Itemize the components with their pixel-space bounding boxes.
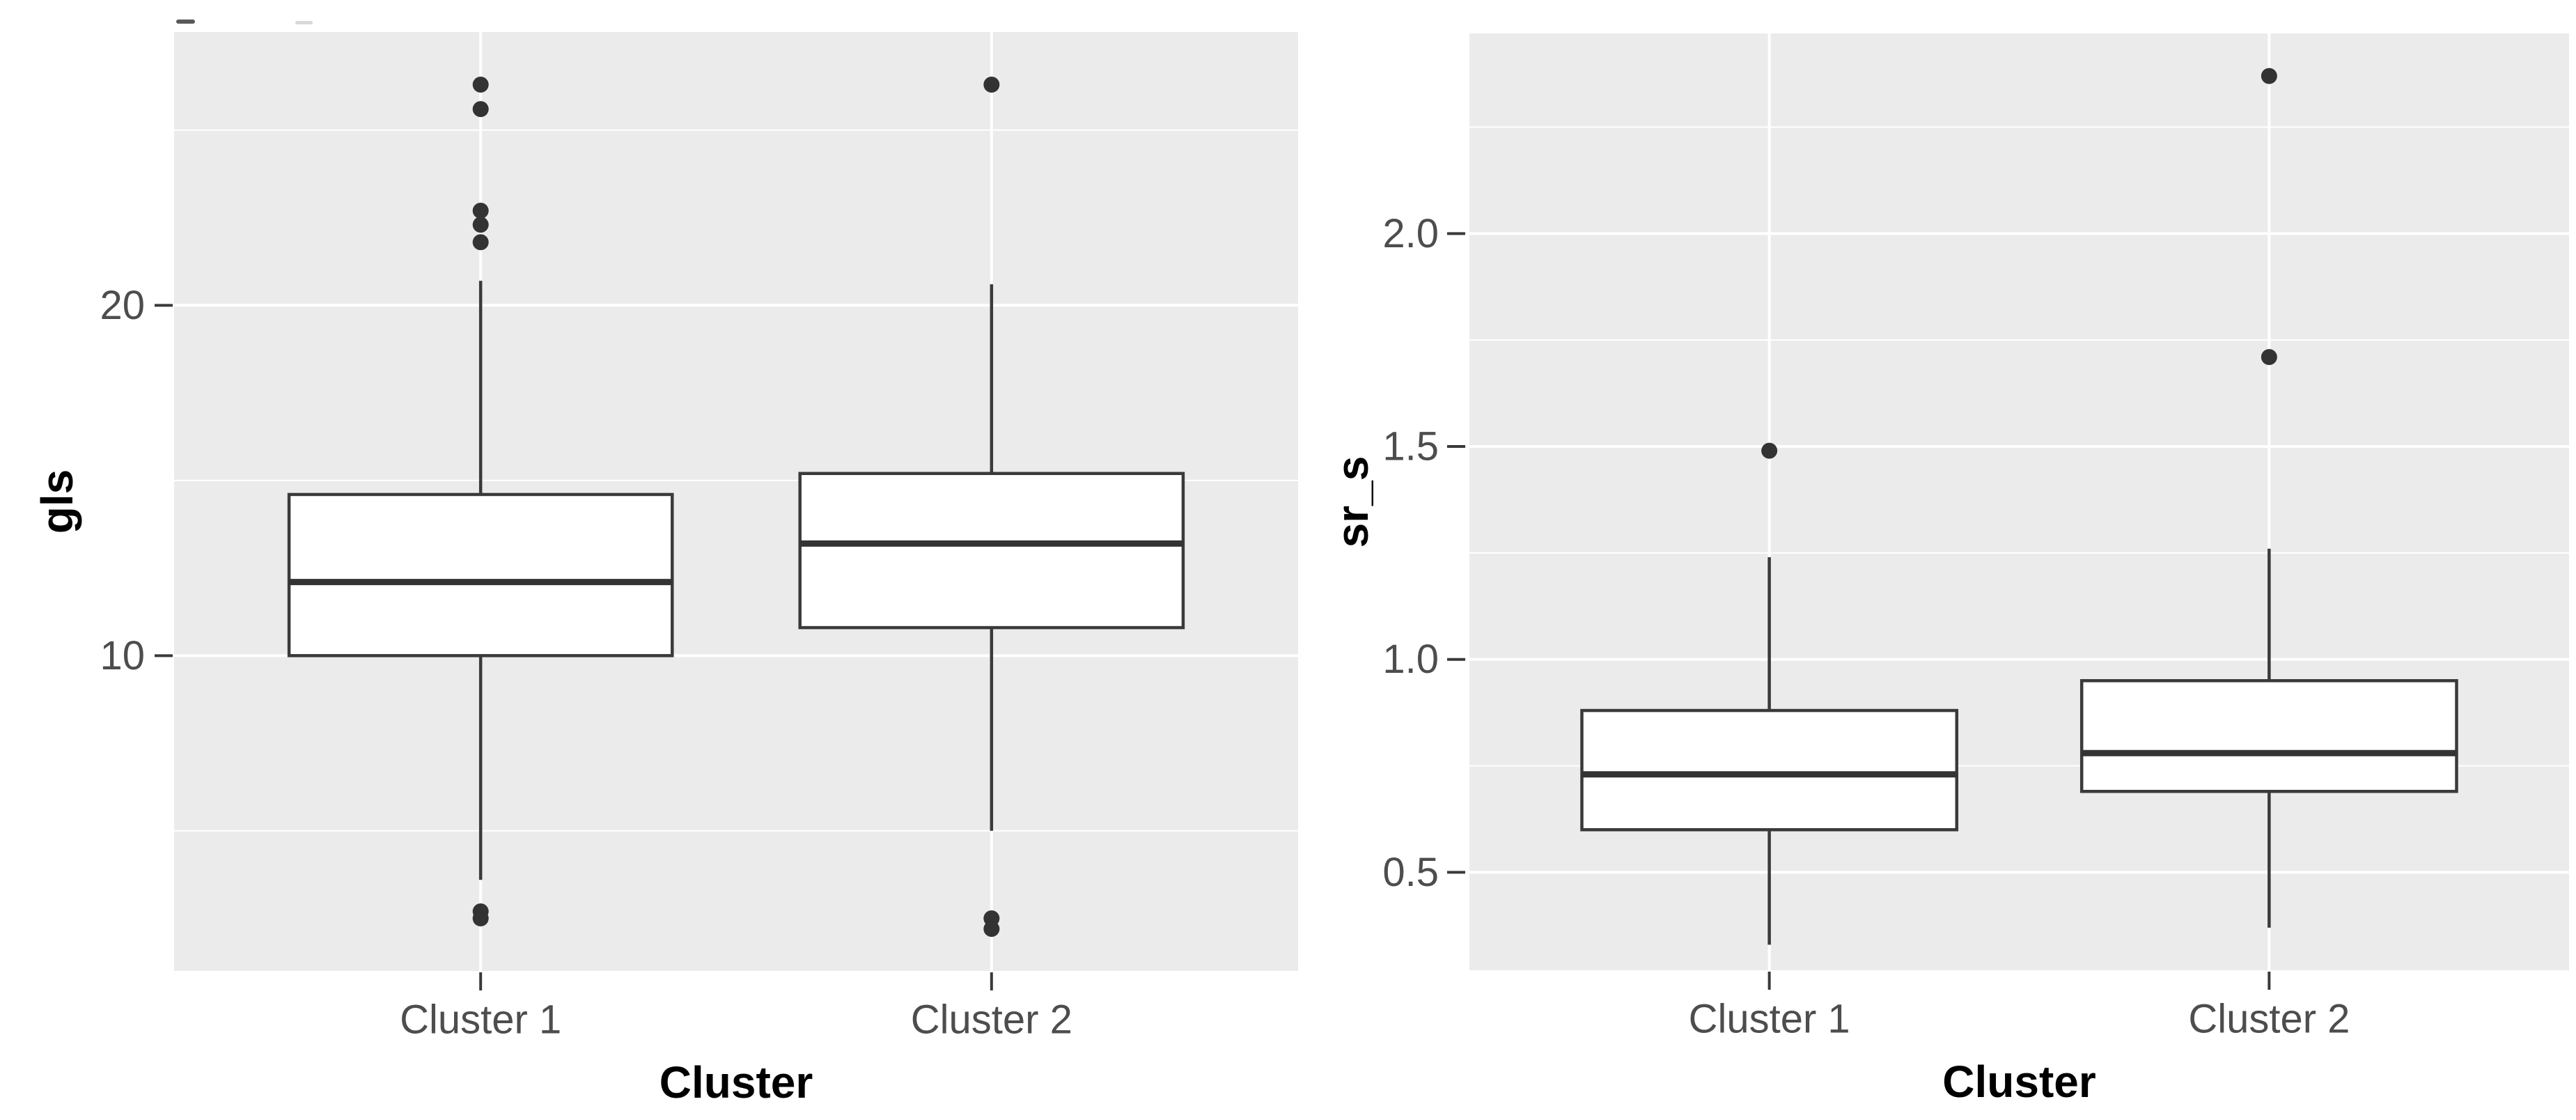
x-axis-title: Cluster — [1942, 1057, 2096, 1107]
y-axis-title: gls — [32, 469, 82, 534]
x-tick-label-cluster-2: Cluster 2 — [2188, 997, 2350, 1042]
outlier-dot — [472, 234, 489, 251]
box-cluster-2 — [2079, 679, 2458, 793]
x-tick-label-cluster-1: Cluster 1 — [1689, 997, 1850, 1042]
crop-artifact — [295, 21, 313, 24]
x-axis-title: Cluster — [659, 1057, 813, 1107]
y-axis-tick-label: 1.0 — [1382, 637, 1439, 682]
outlier-dot — [2261, 349, 2277, 366]
y-axis-title: sr_s — [1327, 456, 1377, 548]
outlier-dot — [983, 921, 1000, 938]
x-tick-label-cluster-1: Cluster 1 — [400, 997, 561, 1043]
y-axis-tick-label: 2.0 — [1382, 211, 1439, 256]
y-axis-tick-label: 0.5 — [1382, 850, 1439, 895]
outlier-dot — [2261, 68, 2277, 84]
y-axis-tick-label: 1.5 — [1382, 424, 1439, 469]
outlier-dot — [983, 76, 1000, 93]
crop-artifact — [176, 20, 195, 24]
x-tick-label-cluster-2: Cluster 2 — [911, 997, 1072, 1043]
outlier-dot — [1761, 442, 1778, 459]
y-axis-tick-label: 20 — [100, 283, 145, 328]
outlier-dot — [472, 76, 489, 93]
box-cluster-1 — [1580, 708, 1959, 832]
outlier-dot — [472, 203, 489, 219]
box-cluster-1 — [287, 492, 674, 658]
outlier-dot — [472, 217, 489, 233]
y-axis-tick-label: 10 — [100, 633, 145, 678]
outlier-dot — [472, 910, 489, 927]
box-cluster-2 — [798, 472, 1185, 630]
outlier-dot — [472, 101, 489, 118]
